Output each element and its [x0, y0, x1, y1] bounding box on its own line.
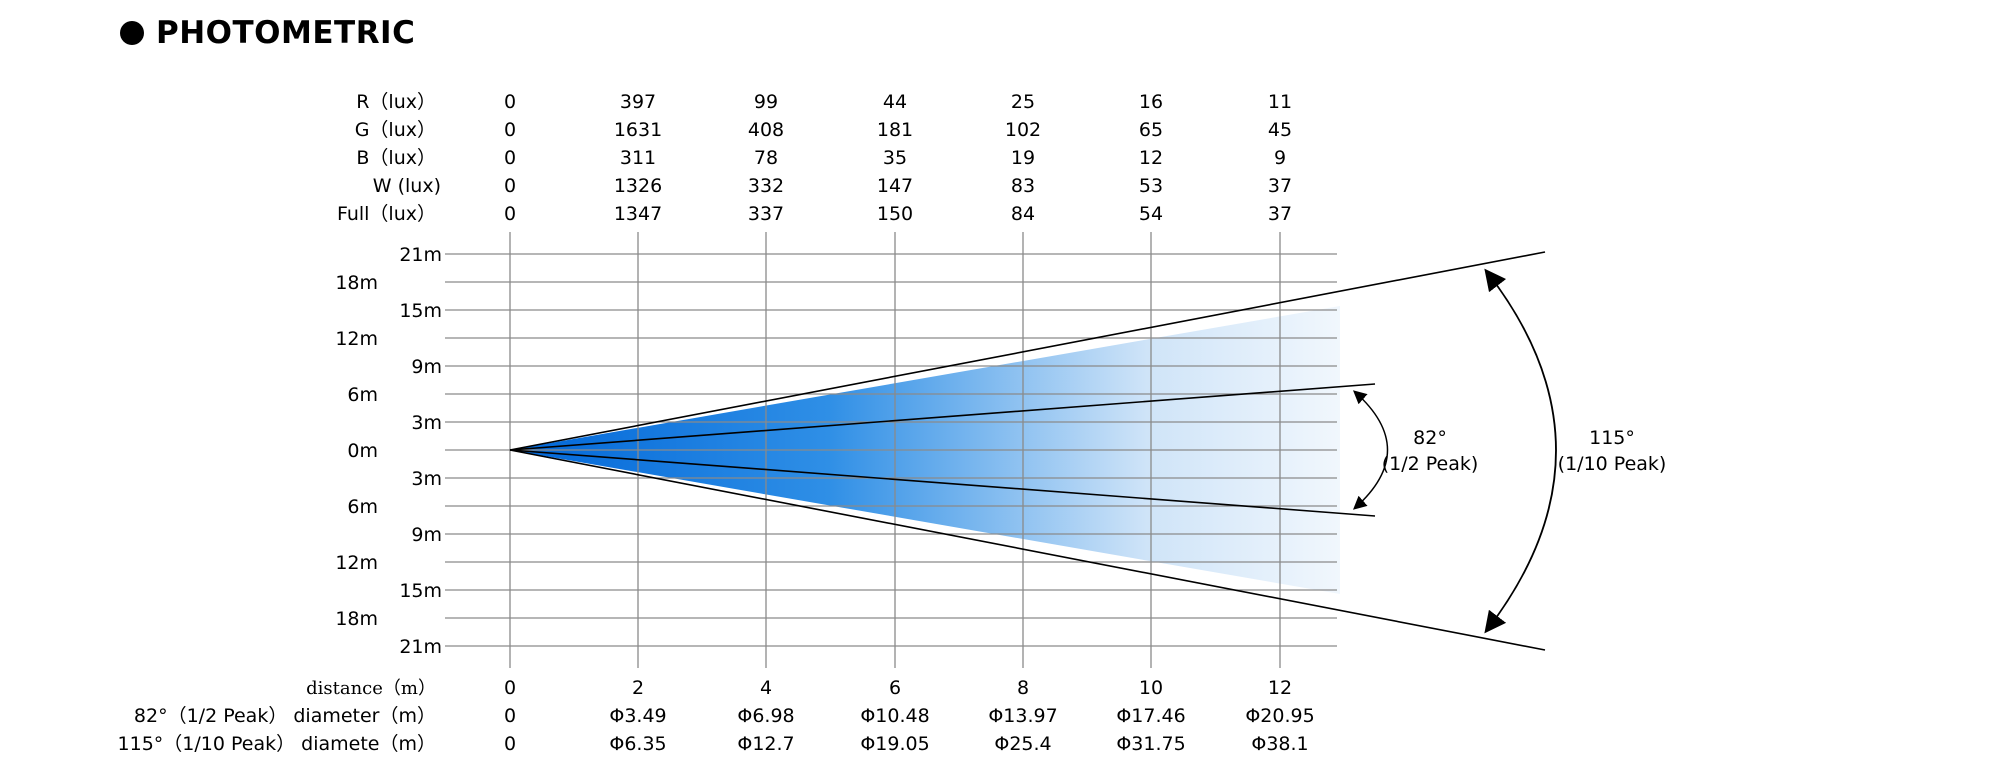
illuminance-value: 54	[1139, 203, 1163, 225]
illuminance-row-label: R（lux）	[356, 91, 436, 113]
diameter-value: Φ25.4	[994, 733, 1051, 755]
illuminance-value: 1347	[614, 203, 662, 225]
illuminance-value: 37	[1268, 203, 1292, 225]
illuminance-value: 16	[1139, 91, 1163, 113]
tenth-peak-text-label: (1/10 Peak)	[1558, 453, 1667, 475]
illuminance-table: R（lux） 0 397 99 44 25 16 11 G（lux） 0 1631 408 181 102…	[337, 91, 1292, 225]
illuminance-value: 102	[1005, 119, 1041, 141]
y-tick-label: 9m	[411, 356, 442, 378]
beam-edge-82-upper	[509, 383, 1376, 451]
y-axis-tick-labels: 21m 18m 15m 12m 9m 6m 3m 0m 3m 6m 9m 12m 15m 18m 21m	[335, 244, 442, 658]
illuminance-value: 0	[504, 119, 516, 141]
illuminance-value: 84	[1011, 203, 1035, 225]
illuminance-value: 37	[1268, 175, 1292, 197]
y-tick-label: 3m	[411, 412, 442, 434]
y-tick-label: 6m	[347, 496, 378, 518]
y-tick-label: 15m	[399, 300, 442, 322]
illuminance-value: 12	[1139, 147, 1163, 169]
illuminance-value: 0	[504, 91, 516, 113]
vertical-gridlines	[509, 232, 1281, 668]
bullet-icon	[120, 21, 144, 45]
diameter-value: 0	[504, 705, 516, 727]
diameter-value: Φ17.46	[1116, 705, 1185, 727]
illuminance-value: 25	[1011, 91, 1035, 113]
y-tick-label: 21m	[399, 244, 442, 266]
y-tick-label: 15m	[399, 580, 442, 602]
beam-edge-115-lower	[509, 449, 1546, 651]
diameter-value: Φ6.35	[609, 733, 666, 755]
distance-value: 0	[504, 677, 516, 699]
half-peak-angle-label: 82°	[1413, 427, 1447, 449]
y-tick-label: 18m	[335, 608, 378, 630]
illuminance-value: 19	[1011, 147, 1035, 169]
angle-arc-82	[1352, 390, 1389, 510]
illuminance-value: 45	[1268, 119, 1292, 141]
diameter-table: distance（m） 0 2 4 6 8 10 12 82°（1/2 Peak） diamet…	[118, 677, 1315, 755]
section-header: PHOTOMETRIC	[120, 8, 415, 58]
diameter-value: Φ3.49	[609, 705, 666, 727]
diameter-value: Φ31.75	[1116, 733, 1185, 755]
diameter-value: 0	[504, 733, 516, 755]
distance-value: 10	[1139, 677, 1163, 699]
y-tick-label: 12m	[335, 328, 378, 350]
distance-value: 4	[760, 677, 772, 699]
illuminance-value: 53	[1139, 175, 1163, 197]
illuminance-value: 150	[877, 203, 913, 225]
illuminance-value: 0	[504, 203, 516, 225]
distance-value: 6	[889, 677, 901, 699]
illuminance-row-label: G（lux）	[355, 119, 436, 141]
y-tick-label: 12m	[335, 552, 378, 574]
illuminance-value: 147	[877, 175, 913, 197]
illuminance-row-label: Full（lux）	[337, 203, 436, 225]
diameter-row-label: 82°（1/2 Peak） diameter（m）	[134, 705, 436, 727]
illuminance-value: 181	[877, 119, 913, 141]
distance-value: 2	[632, 677, 644, 699]
illuminance-value: 337	[748, 203, 784, 225]
illuminance-value: 9	[1274, 147, 1286, 169]
illuminance-value: 408	[748, 119, 784, 141]
diameter-value: Φ19.05	[860, 733, 929, 755]
illuminance-value: 83	[1011, 175, 1035, 197]
diameter-value: Φ38.1	[1251, 733, 1308, 755]
illuminance-value: 11	[1268, 91, 1292, 113]
diameter-value: Φ13.97	[988, 705, 1057, 727]
half-peak-text-label: (1/2 Peak)	[1382, 453, 1479, 475]
beam-edge-115-upper	[509, 251, 1546, 451]
illuminance-value: 78	[754, 147, 778, 169]
diameter-value: Φ6.98	[737, 705, 794, 727]
y-tick-label: 21m	[399, 636, 442, 658]
illuminance-value: 397	[620, 91, 656, 113]
illuminance-value: 35	[883, 147, 907, 169]
tenth-peak-angle-label: 115°	[1589, 427, 1635, 449]
illuminance-value: 0	[504, 175, 516, 197]
illuminance-row-label: W (lux)	[373, 175, 441, 197]
beam-edge-82-lower	[509, 449, 1376, 517]
distance-value: 8	[1017, 677, 1029, 699]
y-tick-label: 0m	[347, 440, 378, 462]
horizontal-gridlines	[445, 253, 1337, 647]
y-tick-label: 18m	[335, 272, 378, 294]
illuminance-value: 0	[504, 147, 516, 169]
section-title: PHOTOMETRIC	[156, 15, 416, 51]
diameter-value: Φ10.48	[860, 705, 929, 727]
diameter-value: Φ20.95	[1245, 705, 1314, 727]
diameter-row-label: 115°（1/10 Peak） diamete（m）	[118, 733, 436, 755]
illuminance-value: 65	[1139, 119, 1163, 141]
y-tick-label: 6m	[347, 384, 378, 406]
illuminance-value: 332	[748, 175, 784, 197]
illuminance-value: 1631	[614, 119, 662, 141]
distance-value: 12	[1268, 677, 1292, 699]
illuminance-value: 1326	[614, 175, 662, 197]
illuminance-value: 44	[883, 91, 907, 113]
y-tick-label: 9m	[411, 524, 442, 546]
illuminance-value: 311	[620, 147, 656, 169]
diameter-value: Φ12.7	[737, 733, 794, 755]
illuminance-value: 99	[754, 91, 778, 113]
angle-arc-115	[1484, 268, 1557, 634]
distance-row-label: distance（m）	[306, 678, 436, 699]
y-tick-label: 3m	[411, 468, 442, 490]
illuminance-row-label: B（lux）	[356, 147, 436, 169]
